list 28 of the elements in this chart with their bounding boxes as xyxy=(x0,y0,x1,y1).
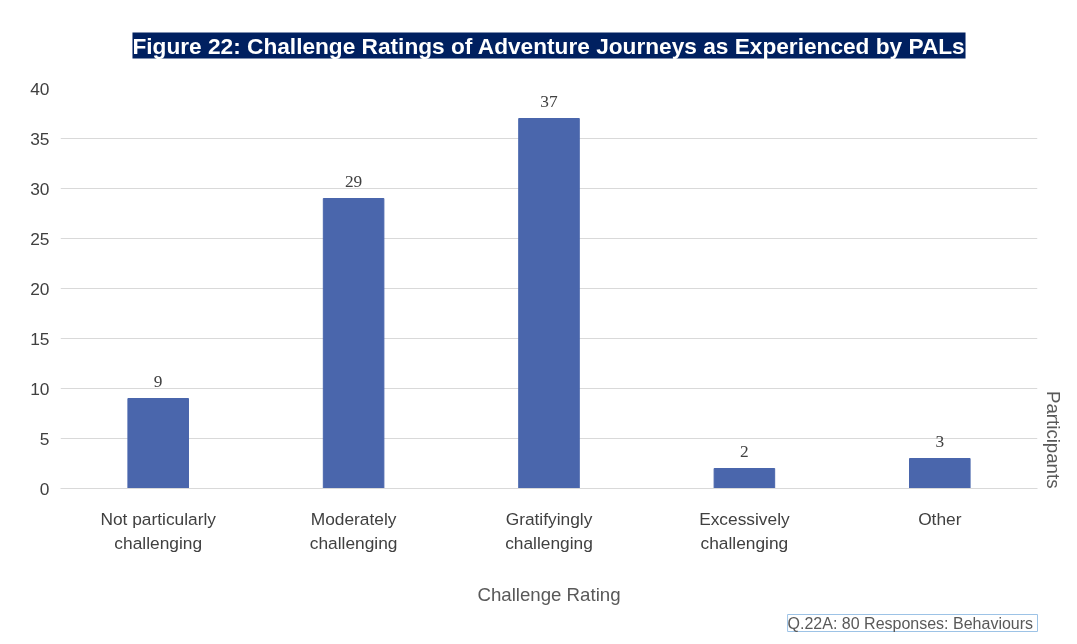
x-tick-label: Excessively challenging xyxy=(699,508,790,553)
y-tick-label: 15 xyxy=(30,328,50,349)
bar xyxy=(518,118,580,489)
y-tick-label: 10 xyxy=(30,378,50,399)
bar xyxy=(127,398,189,489)
y-tick-label: 5 xyxy=(39,428,50,449)
x-tick-label: Not particularly challenging xyxy=(100,508,217,553)
data-label: 2 xyxy=(740,441,749,461)
x-axis-title: Challenge Rating xyxy=(477,583,621,605)
y-tick-label: 20 xyxy=(30,278,50,299)
y-tick-label: 25 xyxy=(30,228,50,249)
bar xyxy=(322,198,385,489)
y-tick-label: 35 xyxy=(30,128,50,149)
data-label: 3 xyxy=(935,431,945,451)
bar xyxy=(713,468,776,489)
bar xyxy=(909,458,971,489)
x-tick-label: Moderately challenging xyxy=(309,508,398,553)
x-tick-label: Other xyxy=(918,508,962,529)
x-tick-label: Gratifyingly challenging xyxy=(505,508,593,553)
y-tick-label: 0 xyxy=(39,478,50,499)
data-label: 29 xyxy=(344,171,363,191)
y-tick-label: 30 xyxy=(30,178,50,199)
text: Q.22A: 80 Responses: Behaviours xyxy=(787,614,1034,632)
data-label: 9 xyxy=(153,371,163,391)
chart-title: Figure 22: Challenge Ratings of Adventure Journeys as Experienced by PALs xyxy=(132,32,965,59)
y-tick-label: 40 xyxy=(30,78,50,99)
y-axis-title: Participants xyxy=(1042,391,1064,489)
data-label: 37 xyxy=(540,91,558,111)
